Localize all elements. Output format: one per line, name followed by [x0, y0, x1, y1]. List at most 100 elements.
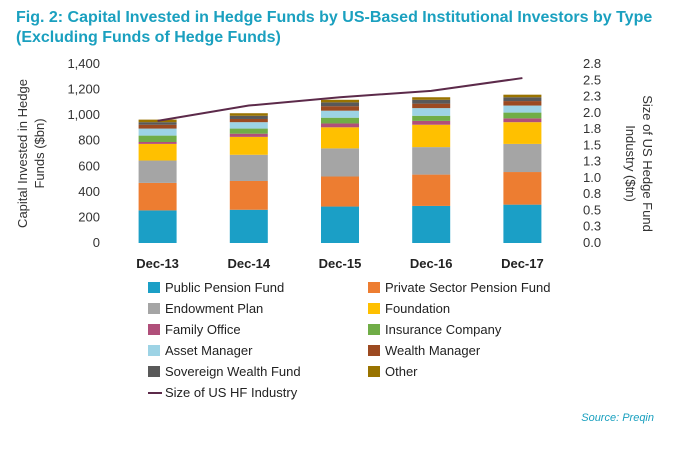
source-note: Source: Preqin — [581, 412, 654, 424]
y-tick-label: 1,400 — [67, 56, 100, 71]
legend-label: Other — [385, 364, 418, 379]
bar-segment — [503, 101, 542, 106]
x-tick-label: Dec-13 — [136, 256, 179, 271]
y2-tick-label: 0.5 — [583, 202, 601, 217]
legend-label: Wealth Manager — [385, 343, 481, 358]
bar-segment — [412, 103, 451, 109]
bar-segment — [412, 120, 451, 125]
bar-segment — [503, 143, 542, 173]
y2-tick-label: 0.0 — [583, 235, 601, 250]
legend-label: Sovereign Wealth Fund — [165, 364, 301, 379]
legend-swatch — [368, 303, 380, 314]
legend-swatch — [368, 366, 380, 377]
bar-segment — [138, 135, 177, 142]
y2-tick-label: 1.0 — [583, 170, 601, 185]
bar-segment — [229, 136, 268, 155]
bar-segment — [229, 115, 268, 119]
bar-segment — [412, 147, 451, 175]
legend-label: Foundation — [385, 301, 450, 316]
bar-segment — [503, 204, 542, 243]
y2-axis-label-line2: Industry ($tn) — [623, 125, 638, 202]
bar-segment — [138, 124, 177, 129]
legend-swatch — [148, 303, 160, 314]
chart-title-line1: Fig. 2: Capital Invested in Hedge Funds … — [16, 9, 653, 26]
bar-segment — [229, 154, 268, 181]
legend-swatch — [148, 366, 160, 377]
y-tick-label: 1,000 — [67, 107, 100, 122]
bar-segment — [229, 180, 268, 210]
y-tick-label: 0 — [93, 235, 100, 250]
legend-label: Public Pension Fund — [165, 280, 284, 295]
legend-swatch — [368, 324, 380, 335]
bar-segment — [229, 122, 268, 129]
bar-segment — [412, 99, 451, 104]
bar-segment — [229, 133, 268, 137]
bar-segment — [321, 148, 359, 177]
bar-segment — [412, 97, 451, 100]
bar-segment — [503, 94, 542, 98]
y2-tick-label: 0.3 — [583, 219, 601, 234]
bar-segment — [412, 174, 451, 206]
y2-tick-label: 1.8 — [583, 121, 601, 136]
legend-label: Asset Manager — [165, 343, 253, 358]
x-tick-label: Dec-17 — [501, 256, 544, 271]
bar-segment — [503, 118, 542, 123]
y-tick-label: 800 — [78, 133, 100, 148]
bar-segment — [412, 108, 451, 116]
legend-label: Insurance Company — [385, 322, 502, 337]
bar-segment — [503, 112, 542, 119]
bar-segment — [503, 122, 542, 144]
legend-label: Private Sector Pension Fund — [385, 280, 550, 295]
y2-tick-label: 2.8 — [583, 56, 601, 71]
legend-swatch — [148, 324, 160, 335]
bar-segment — [412, 205, 451, 243]
bar-segment — [229, 118, 268, 123]
bar-segment — [503, 97, 542, 102]
legend-swatch — [368, 345, 380, 356]
bar-segment — [138, 210, 177, 243]
legend-swatch — [148, 345, 160, 356]
legend-label: Size of US HF Industry — [165, 385, 298, 400]
bar-segment — [229, 113, 268, 116]
bar-segment — [321, 99, 359, 103]
y2-tick-label: 2.3 — [583, 89, 601, 104]
bar-segment — [138, 128, 177, 136]
y2-tick-label: 0.8 — [583, 186, 601, 201]
legend-label: Family Office — [165, 322, 241, 337]
bar-segment — [321, 106, 359, 111]
y-axis-label: Capital Invested in Hedge — [15, 79, 30, 228]
chart-title: Fig. 2: Capital Invested in Hedge Funds … — [16, 8, 656, 48]
bar-segment — [138, 182, 177, 211]
y-axis-label-line2: Funds ($bn) — [32, 118, 47, 188]
bar-segment — [503, 105, 542, 113]
y-tick-label: 1,200 — [67, 82, 100, 97]
y2-tick-label: 1.5 — [583, 137, 601, 152]
bar-segment — [138, 141, 177, 144]
x-tick-label: Dec-16 — [410, 256, 453, 271]
y-tick-label: 200 — [78, 209, 100, 224]
bar-segment — [321, 123, 359, 128]
bar-segment — [229, 209, 268, 243]
y2-tick-label: 1.3 — [583, 154, 601, 169]
bar-segment — [321, 127, 359, 149]
bar-segment — [321, 102, 359, 107]
bar-segment — [138, 143, 177, 161]
bar-segment — [412, 115, 451, 121]
y2-tick-label: 2.5 — [583, 72, 601, 87]
bar-segment — [229, 128, 268, 134]
bar-segment — [412, 124, 451, 148]
y-tick-label: 600 — [78, 158, 100, 173]
y2-axis-label: Size of US Hedge Fund — [640, 95, 655, 232]
legend-swatch — [368, 282, 380, 293]
x-tick-label: Dec-15 — [319, 256, 362, 271]
legend-swatch — [148, 282, 160, 293]
y2-tick-label: 2.0 — [583, 105, 601, 120]
y-tick-label: 400 — [78, 184, 100, 199]
chart-title-line2: (Excluding Funds of Hedge Funds) — [16, 29, 281, 46]
bar-segment — [321, 110, 359, 118]
bar-segment — [321, 206, 359, 243]
hf-industry-line — [157, 77, 523, 122]
bar-segment — [321, 176, 359, 207]
bar-segment — [321, 117, 359, 124]
